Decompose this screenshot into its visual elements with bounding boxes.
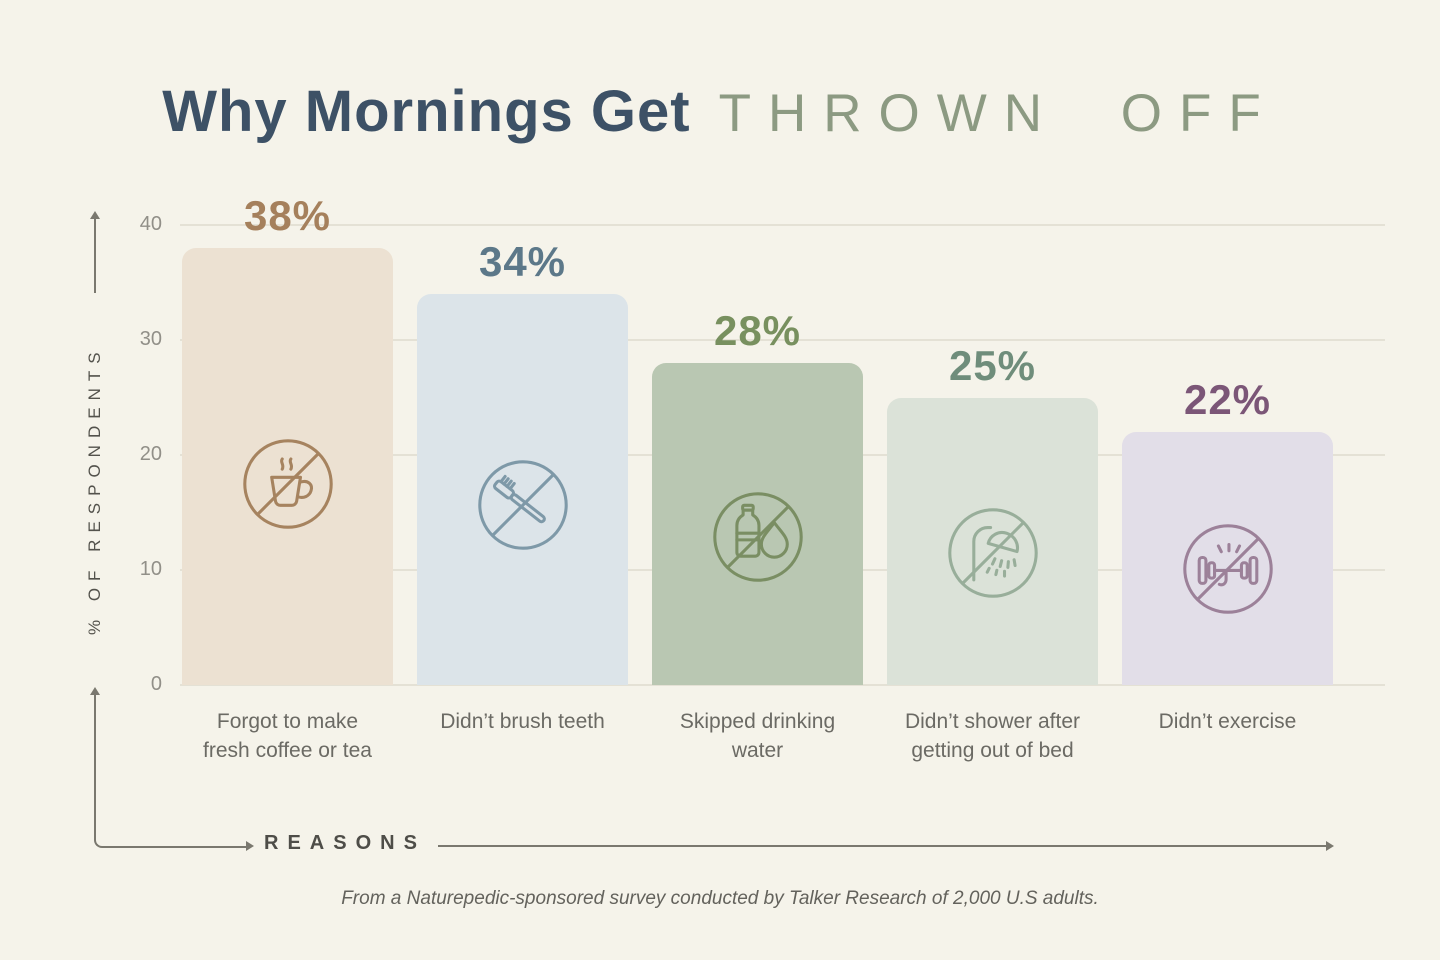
bar-value-label: 22%: [1183, 376, 1272, 423]
x-axis-title: REASONS: [264, 832, 426, 854]
bar-icon-wrap: [475, 457, 571, 558]
no-dumbbell-icon: [1182, 523, 1273, 614]
x-axis-arrow-icon: [246, 841, 254, 851]
bar-38%: [182, 248, 393, 685]
bar-25%: [887, 397, 1098, 685]
y-axis-bottom-arrow-icon: [90, 687, 100, 695]
no-coffee-icon: [242, 439, 333, 529]
x-axis-line: [438, 845, 1326, 847]
y-tick-label: 30: [139, 328, 162, 350]
bar-value-label: 34%: [478, 238, 567, 285]
source-note: From a Naturepedic-sponsored survey cond…: [341, 888, 1099, 909]
y-axis-top-line: [94, 219, 96, 293]
title-main: Why Mornings Get: [162, 79, 691, 144]
bar-value-label: 38%: [243, 192, 332, 239]
bar-value-label: 28%: [713, 307, 802, 354]
plot-area: 38% Forgot to make fresh coffee or tea 34%…: [180, 192, 1385, 762]
bar-category-line: Didn’t brush teeth: [440, 710, 605, 733]
title-accent: THROWN OFF: [718, 84, 1278, 143]
bar-icon-wrap: [240, 436, 336, 537]
gridline: [180, 224, 1385, 226]
bar-category-line: Skipped drinking: [679, 710, 836, 733]
bar-icon-wrap: [945, 505, 1041, 606]
bar-category-line: Forgot to make: [216, 710, 359, 733]
y-tick-label: 10: [139, 558, 162, 580]
no-toothbrush-icon: [477, 460, 568, 550]
axis-corner-line: [94, 695, 248, 848]
y-tick-label: 20: [139, 443, 162, 465]
no-water-icon: [712, 492, 803, 582]
y-axis-top-arrow-icon: [90, 211, 100, 219]
page-title: Why Mornings Get THROWN OFF: [0, 78, 1440, 145]
bar-category-line: Didn’t shower after: [904, 710, 1081, 733]
no-shower-icon: [947, 508, 1038, 598]
y-tick-label: 40: [139, 213, 162, 235]
bar-category-line: getting out of bed: [911, 739, 1074, 762]
bar-category-label: Didn’t shower after getting out of bed: [872, 707, 1113, 765]
y-tick-label: 0: [150, 673, 162, 695]
bar-icon-wrap: [710, 489, 806, 590]
y-axis-title: % OF RESPONDENTS: [85, 345, 104, 635]
bar-category-label: Didn’t exercise: [1107, 707, 1348, 736]
x-axis-end-arrow-icon: [1326, 841, 1334, 851]
bar-22%: [1122, 432, 1333, 685]
bar-value-label: 25%: [948, 341, 1037, 389]
bar-category-label: Skipped drinking water: [637, 707, 878, 765]
bar-icon-wrap: [1180, 521, 1276, 622]
gridline: [180, 339, 1385, 341]
bar-category-label: Forgot to make fresh coffee or tea: [167, 707, 408, 765]
gridline: [180, 684, 1385, 686]
bar-category-label: Didn’t brush teeth: [402, 707, 643, 736]
bar-category-line: fresh coffee or tea: [203, 739, 372, 762]
bar-34%: [417, 294, 628, 685]
bar-category-line: water: [731, 739, 784, 762]
bar-category-line: Didn’t exercise: [1158, 710, 1297, 733]
